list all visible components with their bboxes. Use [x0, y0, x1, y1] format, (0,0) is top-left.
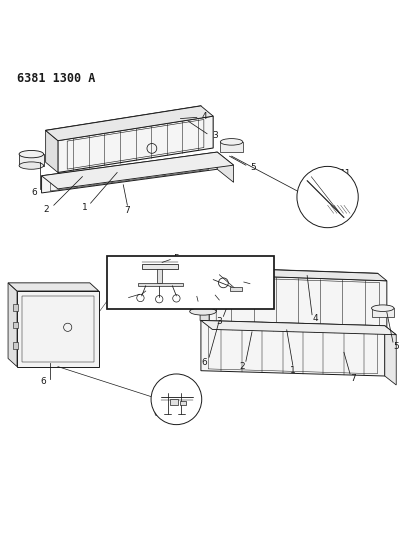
- Polygon shape: [156, 269, 161, 283]
- Polygon shape: [220, 142, 242, 152]
- Text: 2: 2: [43, 205, 49, 214]
- Bar: [13, 304, 18, 311]
- Polygon shape: [45, 106, 213, 141]
- Bar: [170, 399, 178, 406]
- Polygon shape: [137, 283, 182, 286]
- Bar: [13, 322, 18, 328]
- Bar: [13, 342, 18, 349]
- Ellipse shape: [19, 150, 43, 158]
- Text: 1: 1: [82, 203, 88, 212]
- Ellipse shape: [189, 297, 216, 305]
- Text: 3: 3: [216, 317, 222, 326]
- Text: 3: 3: [212, 131, 218, 140]
- Ellipse shape: [220, 139, 242, 145]
- Text: 7: 7: [349, 374, 355, 383]
- Polygon shape: [19, 154, 43, 166]
- Ellipse shape: [371, 305, 393, 311]
- Polygon shape: [45, 131, 58, 173]
- Text: 4: 4: [201, 111, 207, 120]
- Text: 6381 1300 A: 6381 1300 A: [17, 72, 95, 85]
- Polygon shape: [384, 326, 395, 385]
- Polygon shape: [17, 291, 99, 367]
- Text: 5: 5: [173, 254, 179, 263]
- Polygon shape: [41, 152, 217, 193]
- Polygon shape: [200, 320, 384, 376]
- Circle shape: [296, 166, 357, 228]
- Polygon shape: [217, 152, 233, 182]
- Text: 2: 2: [238, 362, 244, 371]
- Text: 10: 10: [246, 280, 257, 289]
- Polygon shape: [200, 320, 395, 335]
- Text: 4: 4: [312, 314, 317, 323]
- Polygon shape: [209, 274, 386, 334]
- Text: 5: 5: [392, 342, 398, 351]
- Text: 8: 8: [122, 295, 128, 304]
- Polygon shape: [8, 283, 99, 291]
- Polygon shape: [41, 152, 233, 189]
- Polygon shape: [189, 301, 216, 311]
- Polygon shape: [200, 268, 386, 281]
- Polygon shape: [58, 116, 213, 173]
- Text: 5: 5: [249, 163, 255, 172]
- Text: 9: 9: [193, 299, 199, 308]
- Bar: [107, 256, 274, 309]
- Circle shape: [151, 374, 201, 425]
- Ellipse shape: [189, 308, 216, 315]
- Text: 6: 6: [153, 409, 158, 418]
- Text: 1: 1: [289, 366, 295, 375]
- Text: 7: 7: [137, 287, 142, 296]
- Text: 12: 12: [179, 383, 189, 392]
- Polygon shape: [371, 308, 393, 317]
- Polygon shape: [229, 287, 241, 291]
- Polygon shape: [142, 264, 178, 269]
- Polygon shape: [8, 283, 17, 367]
- Text: 8: 8: [220, 297, 226, 306]
- Text: 6: 6: [40, 377, 46, 386]
- Ellipse shape: [19, 162, 43, 169]
- Polygon shape: [200, 268, 209, 328]
- Text: 7: 7: [124, 206, 130, 215]
- Bar: [179, 400, 186, 406]
- Text: 6: 6: [201, 358, 207, 367]
- Text: 11: 11: [339, 169, 351, 178]
- Text: 6: 6: [31, 189, 37, 197]
